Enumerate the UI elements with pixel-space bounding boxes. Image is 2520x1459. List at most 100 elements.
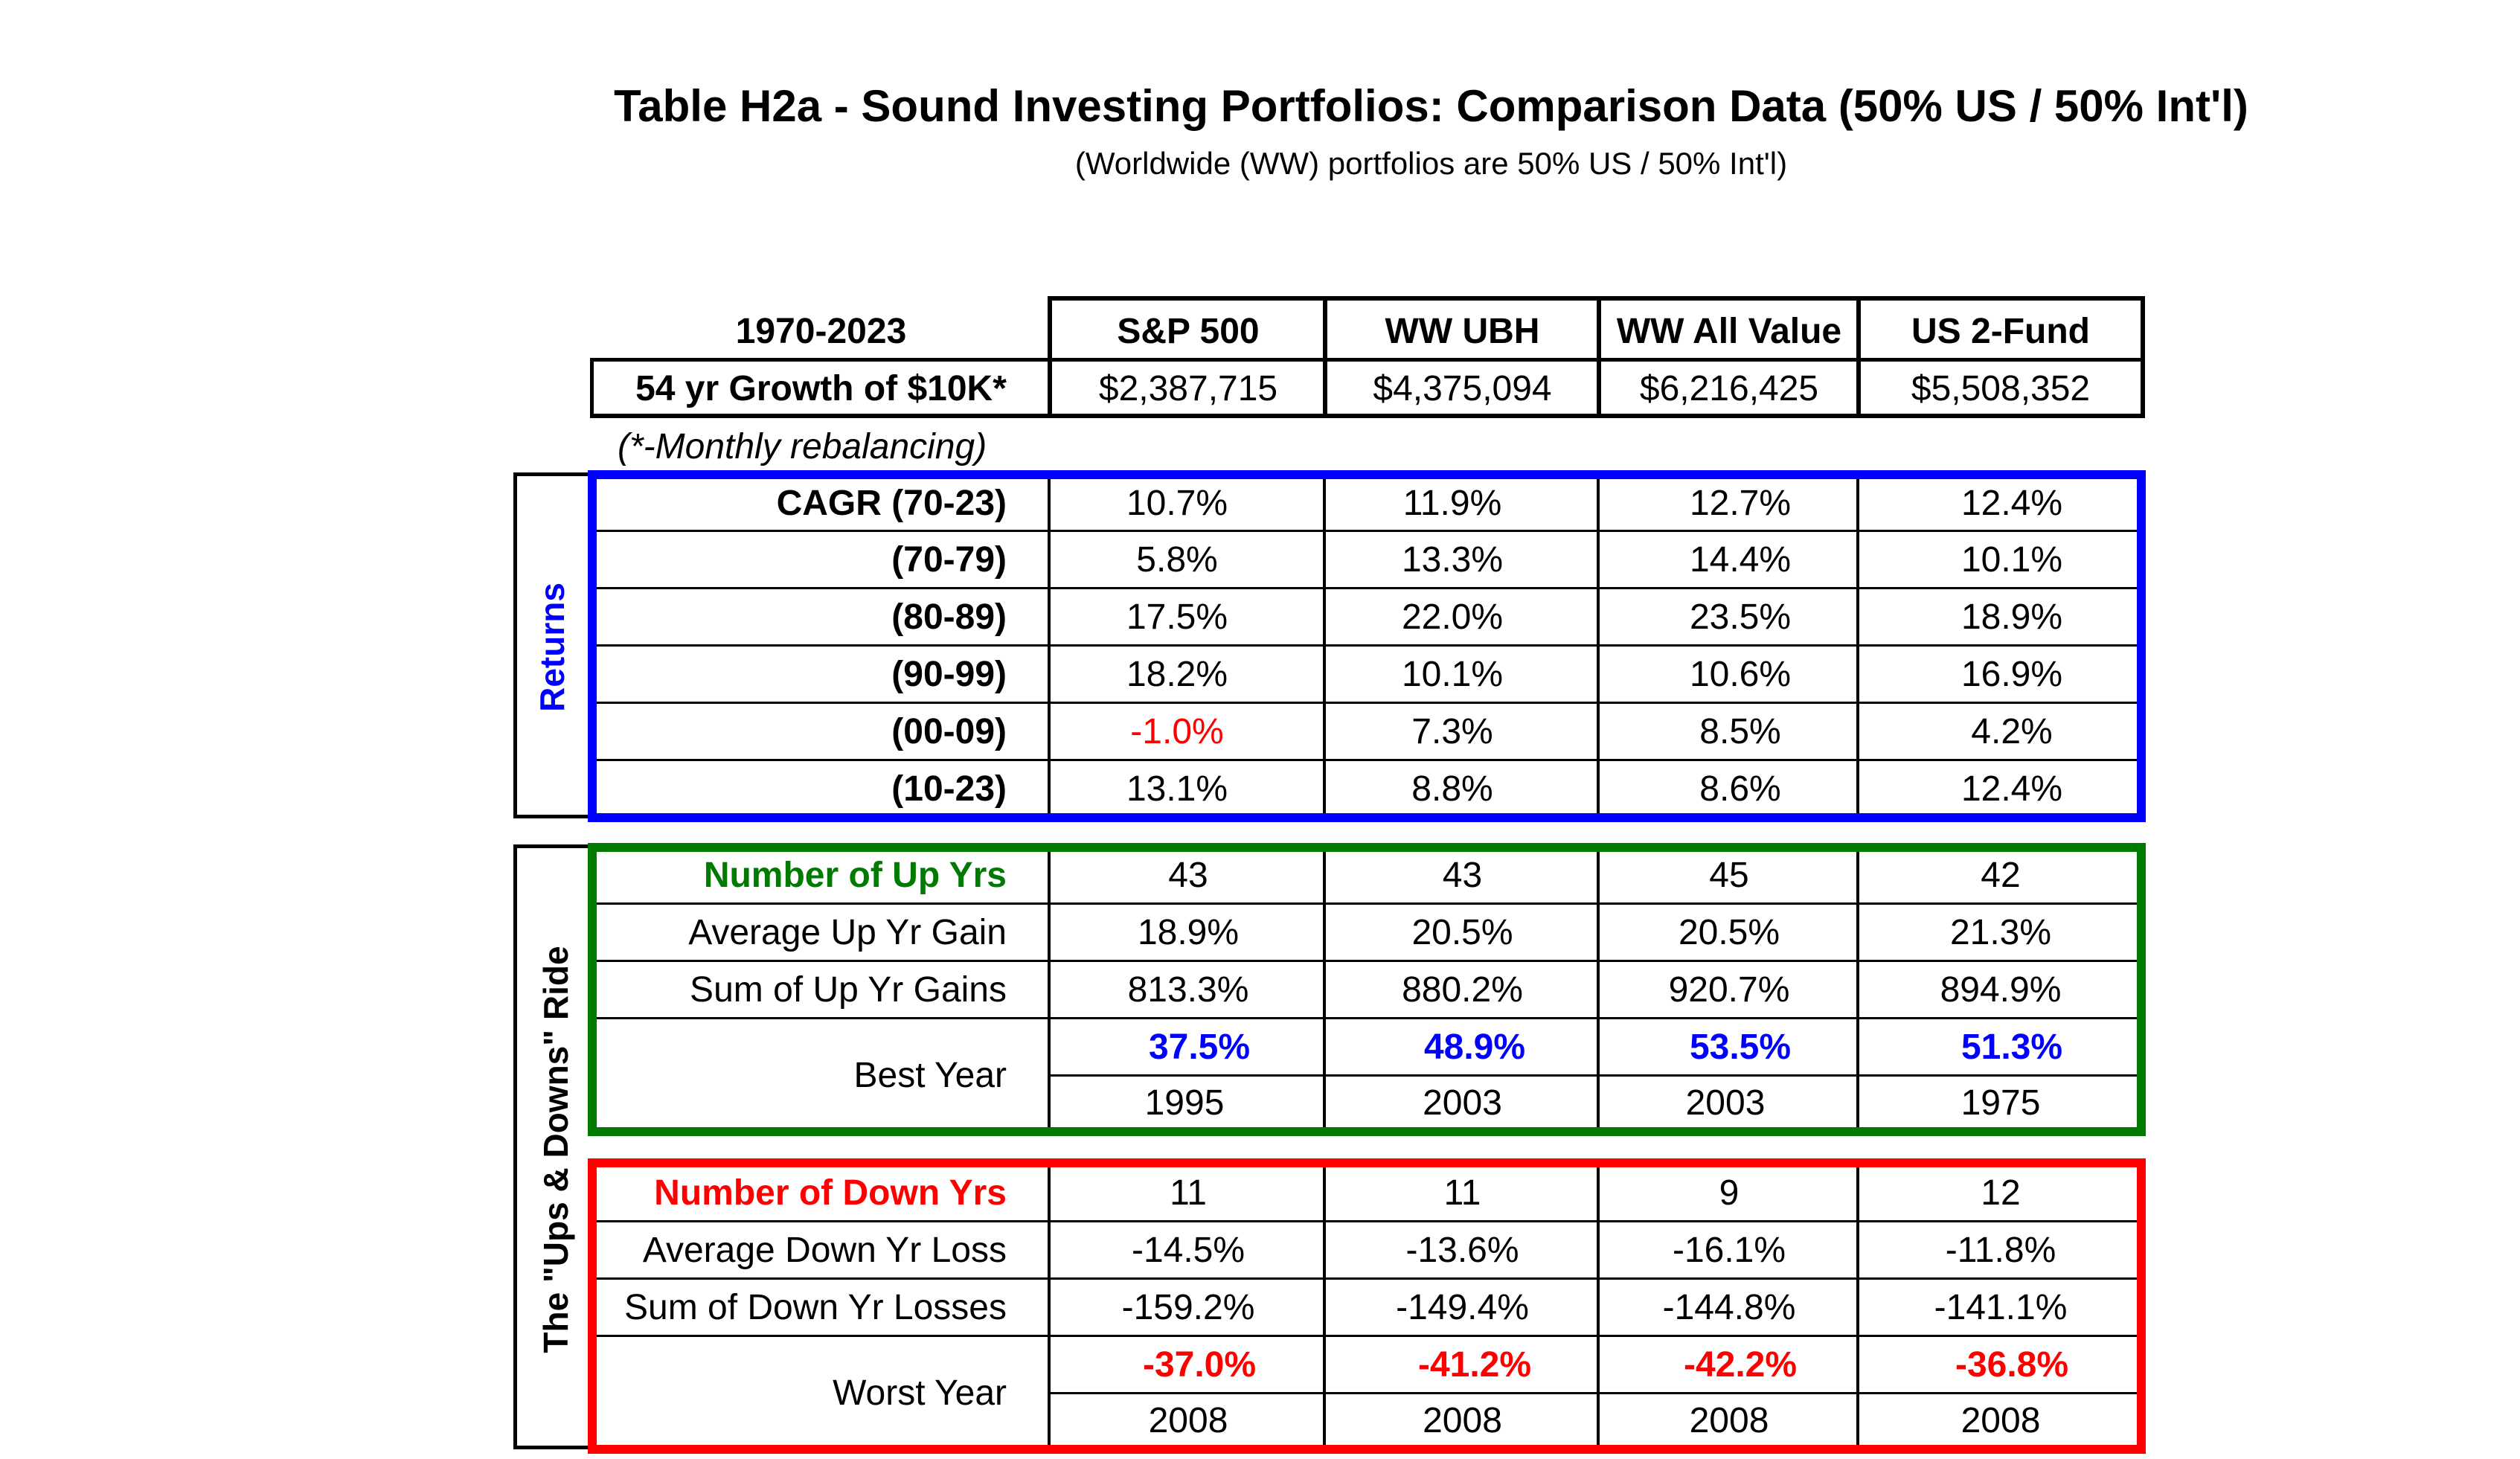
returns-row-label: (70-79): [891, 539, 1007, 580]
best-year-return: 53.5%: [1689, 1027, 1792, 1067]
row-divider: [591, 1017, 2141, 1019]
worst-year: 2008: [1960, 1400, 2041, 1440]
row-divider: [591, 960, 2141, 962]
avg-down-loss: -16.1%: [1672, 1230, 1786, 1270]
column-header-ww-all-value: WW All Value: [1616, 311, 1842, 351]
worst-year-label: Worst Year: [833, 1373, 1007, 1413]
sum-down-losses: -159.2%: [1121, 1287, 1255, 1327]
up-years-count: 43: [1442, 856, 1483, 895]
header-divider: [1597, 296, 1601, 417]
page-subtitle: (Worldwide (WW) portfolios are 50% US / …: [1074, 146, 1788, 181]
growth-value: $2,387,715: [1098, 368, 1278, 408]
returns-row-label: (10-23): [891, 769, 1007, 809]
growth-label: 54 yr Growth of $10K*: [635, 368, 1007, 408]
sum-up-gains-label: Sum of Up Yr Gains: [690, 969, 1007, 1010]
up-years-highlight-box: [588, 843, 2146, 1136]
row-divider: [591, 530, 2141, 532]
column-divider: [1856, 1166, 1859, 1449]
avg-up-gain: 18.9%: [1137, 912, 1240, 952]
up-years-count-label: Number of Up Yrs: [703, 856, 1007, 895]
worst-year-return: -37.0%: [1142, 1344, 1257, 1385]
returns-value: 12.4%: [1960, 769, 2063, 809]
best-year-label: Best Year: [853, 1055, 1007, 1095]
returns-value: 23.5%: [1689, 597, 1792, 637]
column-header-ww-ubh: WW UBH: [1385, 311, 1540, 351]
returns-row-label: (90-99): [891, 654, 1007, 694]
growth-value: $6,216,425: [1639, 368, 1819, 408]
worst-year: 2008: [1423, 1400, 1502, 1440]
returns-value: 13.3%: [1401, 539, 1504, 580]
returns-value: 8.8%: [1411, 769, 1493, 809]
returns-row-label: (00-09): [891, 711, 1007, 751]
header-mid-border: [590, 358, 2145, 362]
returns-value: 12.7%: [1689, 483, 1792, 523]
returns-value: 18.2%: [1126, 654, 1228, 694]
header-divider: [590, 358, 594, 417]
returns-value: 7.3%: [1411, 711, 1493, 751]
returns-row-label: CAGR (70-23): [776, 483, 1007, 523]
column-header-us-2-fund: US 2-Fund: [1911, 311, 2090, 351]
returns-value: 10.7%: [1126, 483, 1228, 523]
row-divider: [591, 587, 2141, 589]
returns-value: 14.4%: [1689, 539, 1792, 580]
returns-row-label: (80-89): [891, 597, 1007, 637]
best-year-return: 37.5%: [1148, 1027, 1251, 1067]
row-divider: [591, 702, 2141, 704]
column-divider: [1048, 848, 1051, 1131]
row-divider: [591, 1277, 2141, 1280]
row-divider: [591, 902, 2141, 905]
header-divider: [1856, 296, 1861, 417]
returns-value: 17.5%: [1126, 597, 1228, 637]
header-divider: [1048, 296, 1052, 417]
returns-value: 13.1%: [1126, 769, 1228, 809]
down-years-highlight-box: [588, 1158, 2146, 1454]
header-divider: [2141, 296, 2145, 417]
sum-down-losses: -141.1%: [1934, 1287, 2068, 1327]
returns-value: 5.8%: [1136, 539, 1218, 580]
sum-up-gains: 813.3%: [1127, 969, 1249, 1010]
returns-value: 8.5%: [1699, 711, 1781, 751]
avg-up-gain: 20.5%: [1678, 912, 1780, 952]
column-divider: [1323, 848, 1326, 1131]
row-divider: [1049, 1392, 2141, 1394]
column-divider: [1597, 476, 1600, 815]
down-years-count: 11: [1443, 1173, 1481, 1213]
best-year: 2003: [1423, 1083, 1502, 1123]
growth-value: $5,508,352: [1911, 368, 2091, 408]
avg-up-gain-label: Average Up Yr Gain: [688, 912, 1007, 952]
best-year: 1995: [1144, 1083, 1225, 1123]
ups-downs-section-label: The "Ups & Downs" Ride: [536, 946, 575, 1353]
sum-up-gains: 920.7%: [1668, 969, 1790, 1010]
sum-up-gains: 894.9%: [1940, 969, 2062, 1010]
best-year: 2003: [1685, 1083, 1766, 1123]
returns-value: 10.1%: [1401, 654, 1504, 694]
returns-highlight-box: [588, 470, 2146, 822]
column-header-sp500: S&P 500: [1117, 311, 1260, 351]
sum-down-losses: -149.4%: [1396, 1287, 1529, 1327]
worst-year: 2008: [1148, 1400, 1228, 1440]
ups-downs-outer-frame: [513, 844, 601, 1449]
worst-year-return: -41.2%: [1417, 1344, 1532, 1385]
up-years-count: 43: [1168, 856, 1208, 895]
worst-year-return: -42.2%: [1683, 1344, 1798, 1385]
returns-value: 18.9%: [1960, 597, 2063, 637]
avg-down-loss: -11.8%: [1945, 1230, 2056, 1270]
rebalancing-footnote: (*-Monthly rebalancing): [618, 426, 987, 466]
growth-value: $4,375,094: [1373, 368, 1552, 408]
page-title: Table H2a - Sound Investing Portfolios: …: [614, 81, 2248, 131]
column-divider: [1048, 1166, 1051, 1449]
sum-down-losses: -144.8%: [1662, 1287, 1796, 1327]
returns-value: 22.0%: [1401, 597, 1504, 637]
returns-value: 10.1%: [1960, 539, 2063, 580]
period-label: 1970-2023: [735, 311, 907, 351]
down-years-count: 12: [1981, 1173, 2021, 1213]
down-years-count: 9: [1719, 1173, 1740, 1213]
up-years-count: 42: [1981, 856, 2021, 895]
down-years-count: 11: [1170, 1173, 1207, 1213]
header-bottom-border: [590, 414, 2145, 418]
row-divider: [1049, 1074, 2141, 1077]
down-years-count-label: Number of Down Yrs: [654, 1173, 1007, 1213]
returns-value: 10.6%: [1689, 654, 1792, 694]
row-divider: [591, 644, 2141, 647]
best-year-return: 48.9%: [1423, 1027, 1526, 1067]
